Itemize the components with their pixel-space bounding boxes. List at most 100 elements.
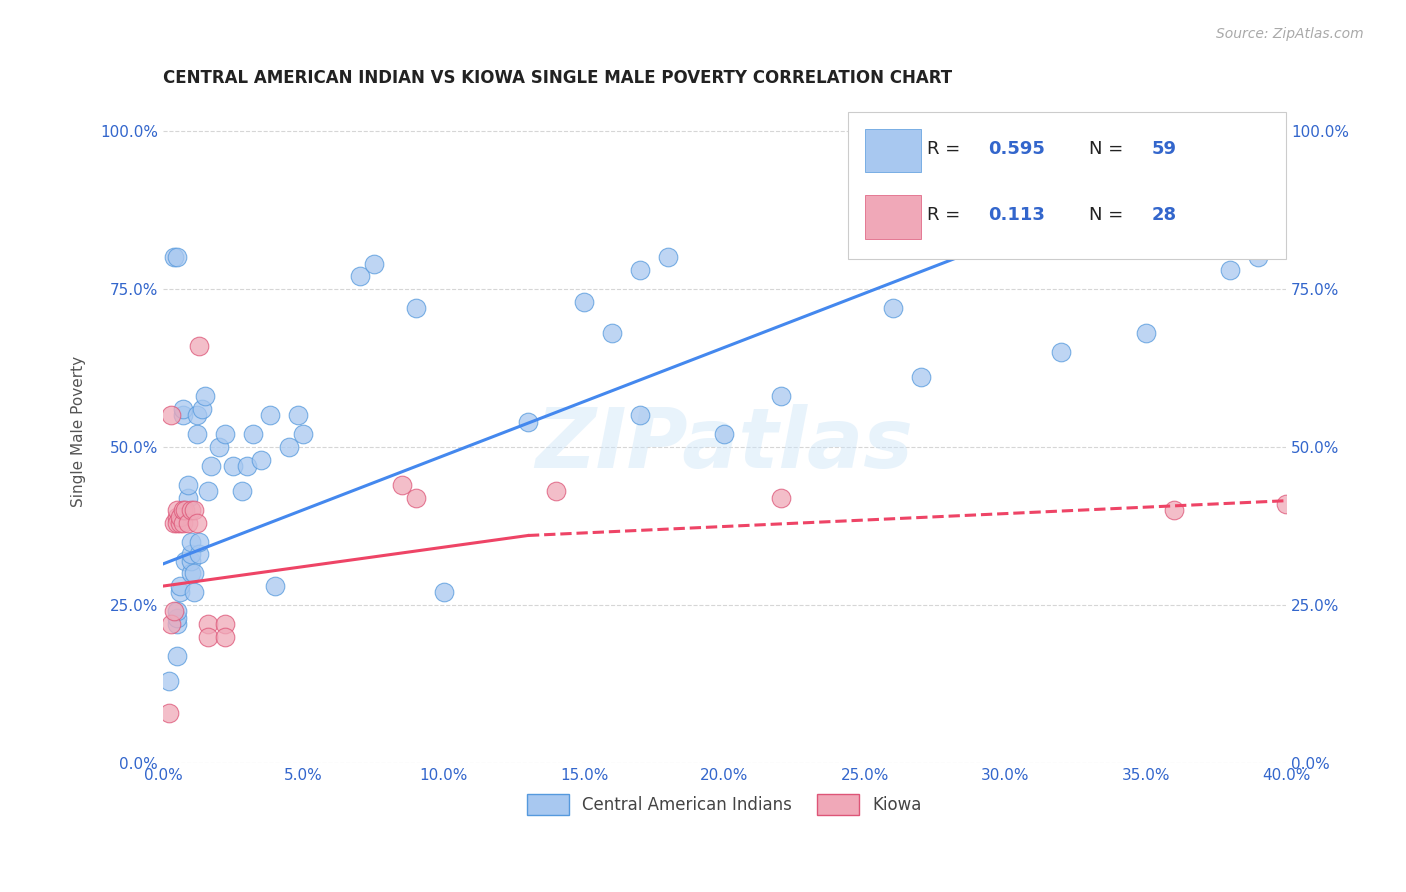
Point	[657, 250, 679, 264]
Point	[186, 516, 208, 530]
Point	[197, 617, 219, 632]
Point	[163, 516, 186, 530]
Point	[177, 478, 200, 492]
Point	[1219, 263, 1241, 277]
Point	[600, 326, 623, 340]
Point	[160, 409, 183, 423]
Point	[769, 389, 792, 403]
Point	[208, 440, 231, 454]
Point	[628, 263, 651, 277]
Point	[166, 503, 188, 517]
Point	[180, 566, 202, 581]
Point	[882, 301, 904, 315]
Point	[172, 516, 194, 530]
Point	[1275, 497, 1298, 511]
Point	[572, 294, 595, 309]
Text: N =: N =	[1090, 206, 1129, 225]
Point	[231, 484, 253, 499]
Text: 28: 28	[1152, 206, 1177, 225]
Point	[405, 301, 427, 315]
Point	[180, 554, 202, 568]
Point	[166, 617, 188, 632]
Point	[250, 452, 273, 467]
Point	[172, 402, 194, 417]
Point	[169, 516, 191, 530]
Point	[391, 478, 413, 492]
Point	[186, 409, 208, 423]
Point	[183, 566, 205, 581]
Point	[180, 503, 202, 517]
Text: 0.595: 0.595	[988, 140, 1045, 158]
Point	[197, 630, 219, 644]
Point	[349, 269, 371, 284]
FancyBboxPatch shape	[848, 112, 1286, 259]
Point	[172, 409, 194, 423]
Point	[242, 427, 264, 442]
FancyBboxPatch shape	[865, 129, 921, 172]
Point	[517, 415, 540, 429]
Text: Source: ZipAtlas.com: Source: ZipAtlas.com	[1216, 27, 1364, 41]
Point	[166, 509, 188, 524]
Text: ZIPatlas: ZIPatlas	[536, 404, 914, 485]
Point	[363, 257, 385, 271]
Point	[1050, 345, 1073, 359]
Point	[188, 534, 211, 549]
Point	[1078, 219, 1101, 233]
Point	[405, 491, 427, 505]
Point	[183, 585, 205, 599]
FancyBboxPatch shape	[865, 195, 921, 239]
Point	[183, 503, 205, 517]
Point	[259, 409, 281, 423]
Point	[157, 673, 180, 688]
Text: N =: N =	[1090, 140, 1129, 158]
Point	[174, 503, 197, 517]
Point	[769, 491, 792, 505]
Point	[264, 579, 287, 593]
Point	[278, 440, 301, 454]
Point	[177, 516, 200, 530]
Point	[163, 250, 186, 264]
Point	[1163, 503, 1185, 517]
Point	[191, 402, 214, 417]
Legend: Central American Indians, Kiowa: Central American Indians, Kiowa	[520, 788, 928, 822]
Point	[197, 484, 219, 499]
Text: R =: R =	[927, 140, 966, 158]
Point	[544, 484, 567, 499]
Point	[177, 491, 200, 505]
Point	[160, 617, 183, 632]
Point	[214, 617, 236, 632]
Text: 0.113: 0.113	[988, 206, 1045, 225]
Point	[166, 610, 188, 624]
Point	[169, 585, 191, 599]
Point	[186, 427, 208, 442]
Point	[200, 458, 222, 473]
Point	[433, 585, 456, 599]
Point	[166, 604, 188, 618]
Point	[194, 389, 217, 403]
Text: R =: R =	[927, 206, 972, 225]
Point	[713, 427, 735, 442]
Point	[214, 630, 236, 644]
Point	[166, 516, 188, 530]
Y-axis label: Single Male Poverty: Single Male Poverty	[72, 356, 86, 507]
Point	[287, 409, 309, 423]
Point	[1247, 250, 1270, 264]
Point	[166, 250, 188, 264]
Text: 59: 59	[1152, 140, 1177, 158]
Point	[180, 548, 202, 562]
Point	[163, 604, 186, 618]
Point	[236, 458, 259, 473]
Point	[1135, 326, 1157, 340]
Point	[188, 548, 211, 562]
Point	[214, 427, 236, 442]
Point	[169, 579, 191, 593]
Point	[172, 503, 194, 517]
Point	[166, 648, 188, 663]
Point	[169, 509, 191, 524]
Point	[292, 427, 315, 442]
Point	[180, 534, 202, 549]
Point	[188, 339, 211, 353]
Point	[222, 458, 245, 473]
Point	[174, 554, 197, 568]
Text: CENTRAL AMERICAN INDIAN VS KIOWA SINGLE MALE POVERTY CORRELATION CHART: CENTRAL AMERICAN INDIAN VS KIOWA SINGLE …	[163, 69, 952, 87]
